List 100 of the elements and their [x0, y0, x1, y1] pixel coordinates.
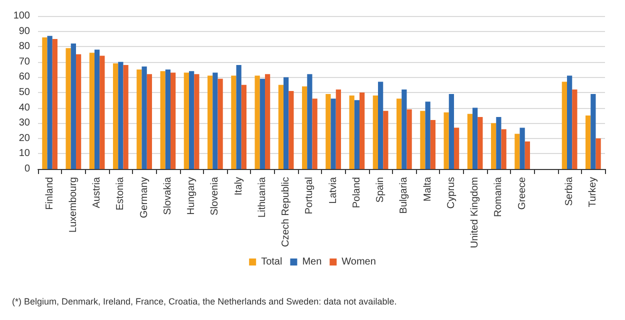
bar: [142, 66, 147, 169]
x-tick-label: Poland: [351, 177, 362, 208]
y-tick-label: 60: [18, 72, 30, 83]
x-tick-label: Lithuania: [256, 176, 268, 218]
bar: [524, 141, 530, 169]
y-tick-label: 90: [18, 26, 30, 37]
bar: [378, 82, 384, 169]
bar: [264, 74, 270, 169]
bar: [562, 82, 568, 169]
x-tick-label: Greece: [516, 176, 528, 210]
bar: [241, 84, 246, 169]
bar: [372, 96, 378, 169]
bar: [165, 70, 170, 169]
bar: [336, 89, 341, 169]
bar: [396, 98, 402, 169]
bar: [425, 102, 430, 169]
x-tick-label: Hungary: [186, 177, 198, 215]
bar: [448, 94, 454, 169]
bar: [231, 76, 236, 169]
bar: [478, 116, 483, 169]
bar: [402, 89, 407, 169]
bar: [288, 90, 294, 169]
x-tick-label: Spain: [375, 177, 386, 203]
bar: [189, 71, 194, 169]
bar: [194, 74, 200, 169]
bar: [567, 76, 572, 169]
x-tick-label: Cyprus: [446, 177, 457, 209]
x-tick-label: Austria: [92, 176, 103, 208]
bar: [359, 92, 365, 169]
bar: [146, 74, 152, 169]
bar: [208, 76, 213, 169]
bar: [160, 71, 166, 169]
bar: [170, 72, 176, 169]
x-tick-label: Malta: [422, 176, 434, 202]
x-tick-label: Latvia: [328, 176, 339, 204]
bar: [47, 36, 52, 169]
x-tick-label: Portugal: [304, 177, 316, 214]
x-tick-label: Slovakia: [162, 176, 174, 215]
x-tick-label: Serbia: [564, 176, 576, 206]
bar: [330, 98, 336, 169]
legend-label: Men: [302, 256, 322, 268]
bar: [42, 37, 48, 169]
bar: [123, 64, 128, 169]
bar: [212, 72, 218, 169]
bar: [118, 62, 124, 169]
x-tick-label: Bulgaria: [398, 176, 410, 214]
bar: [94, 50, 100, 169]
text: (*) Belgium, Denmark, Ireland, France, Croatia, the Netherlands and Sweden: data not available.: [12, 296, 397, 306]
bar: [89, 52, 95, 169]
bar: [430, 120, 436, 169]
bar: [278, 84, 284, 169]
bar: [406, 109, 412, 169]
bar: [218, 78, 223, 169]
bar: [184, 72, 190, 169]
y-tick-label: 20: [18, 132, 30, 144]
legend-label: Women: [342, 256, 376, 268]
y-tick-label: 70: [18, 56, 30, 68]
bar: [302, 86, 308, 169]
bar: [496, 116, 502, 169]
x-tick-label: United Kingdom: [470, 177, 481, 248]
bar: [590, 94, 596, 169]
bar: [467, 114, 473, 169]
bar: [260, 78, 265, 169]
bar: [383, 110, 388, 169]
bar: [100, 56, 105, 169]
x-tick-label: Finland: [44, 177, 56, 210]
x-tick-label: Italy: [233, 177, 244, 196]
bar: [444, 112, 449, 169]
bar: [354, 100, 360, 169]
bar: [70, 44, 76, 169]
x-tick-label: Estonia: [115, 176, 126, 210]
y-tick-label: 50: [18, 87, 30, 98]
x-tick-label: Czech Republic: [280, 177, 292, 248]
bar: [307, 74, 312, 169]
bar: [520, 128, 525, 169]
bar: [284, 77, 289, 169]
y-tick-label: 10: [18, 148, 30, 160]
legend-label: Total: [261, 256, 282, 268]
bar: [491, 123, 496, 169]
bar: [596, 138, 601, 169]
x-tick-label: Germany: [138, 177, 150, 218]
bar: [66, 48, 71, 169]
y-tick-label: 0: [24, 164, 30, 174]
x-tick-label: Slovenia: [210, 176, 221, 216]
x-tick-label: Romania: [493, 176, 504, 218]
bar: [420, 110, 426, 169]
x-tick-label: Luxembourg: [68, 177, 79, 233]
bar: [501, 129, 506, 169]
y-tick-label: 100: [13, 10, 30, 22]
bar: [454, 128, 460, 169]
bar: [572, 89, 578, 169]
y-tick-label: 40: [18, 102, 30, 114]
y-tick-label: 80: [18, 41, 30, 52]
bar: [312, 98, 318, 169]
bar: [326, 94, 331, 169]
bar: [136, 70, 142, 169]
y-tick-label: 30: [18, 118, 30, 129]
bar: [472, 108, 478, 169]
bar: [349, 96, 354, 169]
bar: [76, 54, 82, 169]
